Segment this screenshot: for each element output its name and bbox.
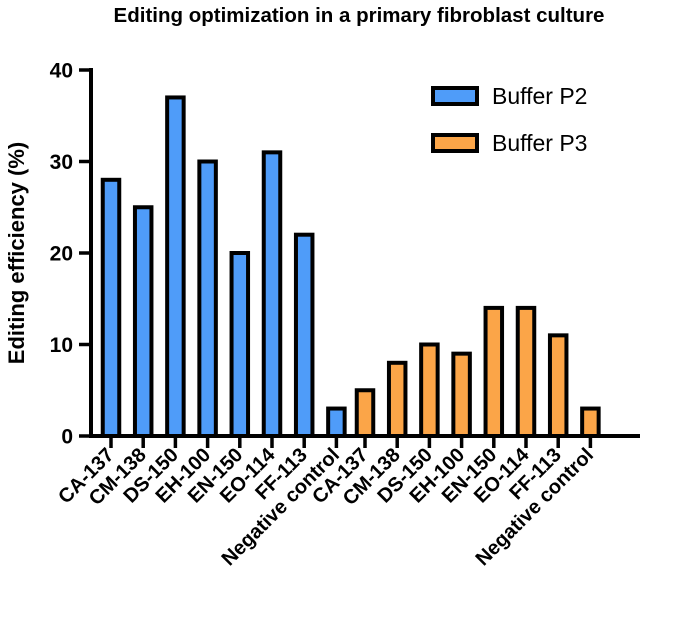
legend-label: Buffer P3 bbox=[492, 130, 587, 156]
bar-p2 bbox=[326, 406, 347, 438]
bar-p3 bbox=[386, 360, 408, 438]
bar-p3 bbox=[580, 406, 601, 438]
bar-p2 bbox=[100, 177, 122, 439]
bar-p2 bbox=[165, 95, 186, 438]
bar-p3 bbox=[419, 342, 440, 438]
bar-p3 bbox=[483, 305, 505, 438]
bar-p2 bbox=[293, 232, 315, 438]
y-tick-label: 0 bbox=[61, 426, 73, 449]
legend-swatch bbox=[431, 86, 479, 106]
bar-p3 bbox=[354, 388, 376, 438]
bar-p2 bbox=[132, 205, 154, 438]
y-axis-label: Editing efficiency (%) bbox=[4, 142, 29, 364]
bars bbox=[100, 95, 601, 439]
y-tick-label: 30 bbox=[50, 151, 73, 174]
y-ticks: 0 10 20 30 40 bbox=[50, 60, 91, 449]
legend-swatch bbox=[431, 133, 479, 153]
x-ticks: CA-137CM-138DS-150EH-100EN-150EO-114FF-1… bbox=[54, 436, 598, 570]
bar-p3 bbox=[515, 305, 537, 438]
bar-p3 bbox=[451, 351, 472, 438]
y-tick-label: 10 bbox=[50, 334, 73, 357]
y-tick-label: 40 bbox=[50, 60, 73, 83]
legend: Buffer P2 Buffer P3 bbox=[431, 83, 587, 156]
bar-p2 bbox=[197, 159, 218, 438]
legend-label: Buffer P2 bbox=[492, 83, 587, 109]
bar-p3 bbox=[547, 333, 569, 439]
chart-title: Editing optimization in a primary fibrob… bbox=[114, 4, 605, 27]
y-tick-label: 20 bbox=[50, 243, 73, 266]
bar-p2 bbox=[261, 150, 283, 438]
bar-p2 bbox=[229, 251, 251, 438]
